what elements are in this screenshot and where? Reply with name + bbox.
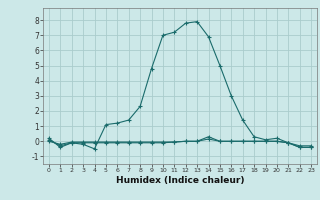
X-axis label: Humidex (Indice chaleur): Humidex (Indice chaleur) [116,176,244,185]
